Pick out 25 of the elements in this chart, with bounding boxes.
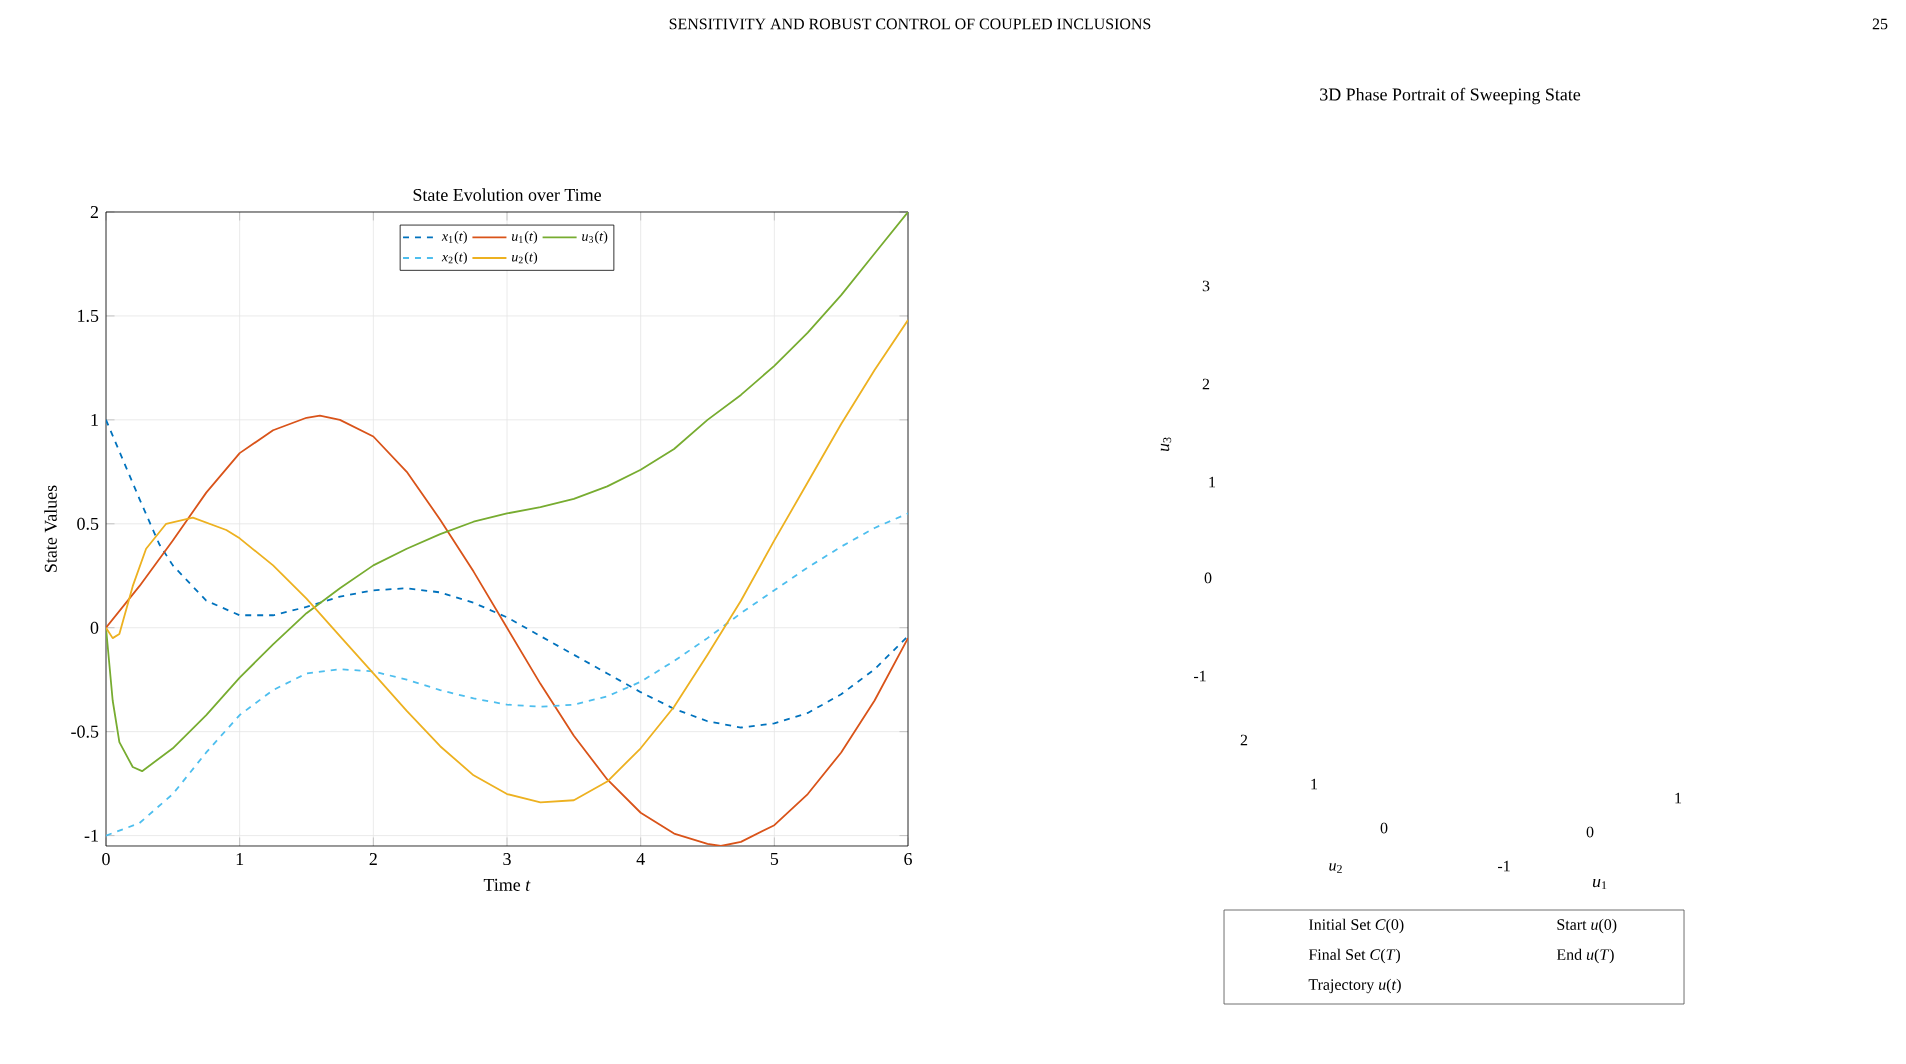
- y-tick-label: 0: [90, 621, 99, 634]
- y-tick-label: -0.5: [71, 725, 99, 738]
- y-axis-title: State Values: [44, 485, 57, 572]
- line-series: [106, 319, 909, 804]
- x-tick-label: 5: [770, 853, 779, 865]
- x-tick-label: 2: [369, 853, 377, 865]
- y-tick-label: 1: [91, 413, 98, 426]
- chart-title: State Evolution over Time: [413, 188, 601, 201]
- y-tick-label: 0.5: [77, 517, 99, 530]
- y-tick-label: -1: [84, 829, 98, 842]
- x-tick-label: 4: [636, 853, 645, 865]
- x-axis-title: Time t: [483, 878, 531, 891]
- y-tick-label: 1.5: [78, 309, 99, 322]
- x-tick-label: 0: [102, 853, 110, 866]
- line-series: [106, 512, 909, 837]
- line-series: [106, 211, 909, 773]
- x-tick-label: 6: [904, 853, 912, 866]
- x-tick-label: 1: [236, 853, 244, 865]
- line-series: [106, 414, 909, 846]
- text: 3D Phase Portrait of Sweeping State: [1320, 87, 1581, 105]
- text: u$_{3}$: [1160, 437, 1172, 452]
- x-tick-label: 3: [503, 853, 511, 866]
- y-tick-label: 2: [90, 206, 98, 218]
- line-series: [106, 418, 909, 729]
- text: u$_{1}$: [1592, 878, 1607, 890]
